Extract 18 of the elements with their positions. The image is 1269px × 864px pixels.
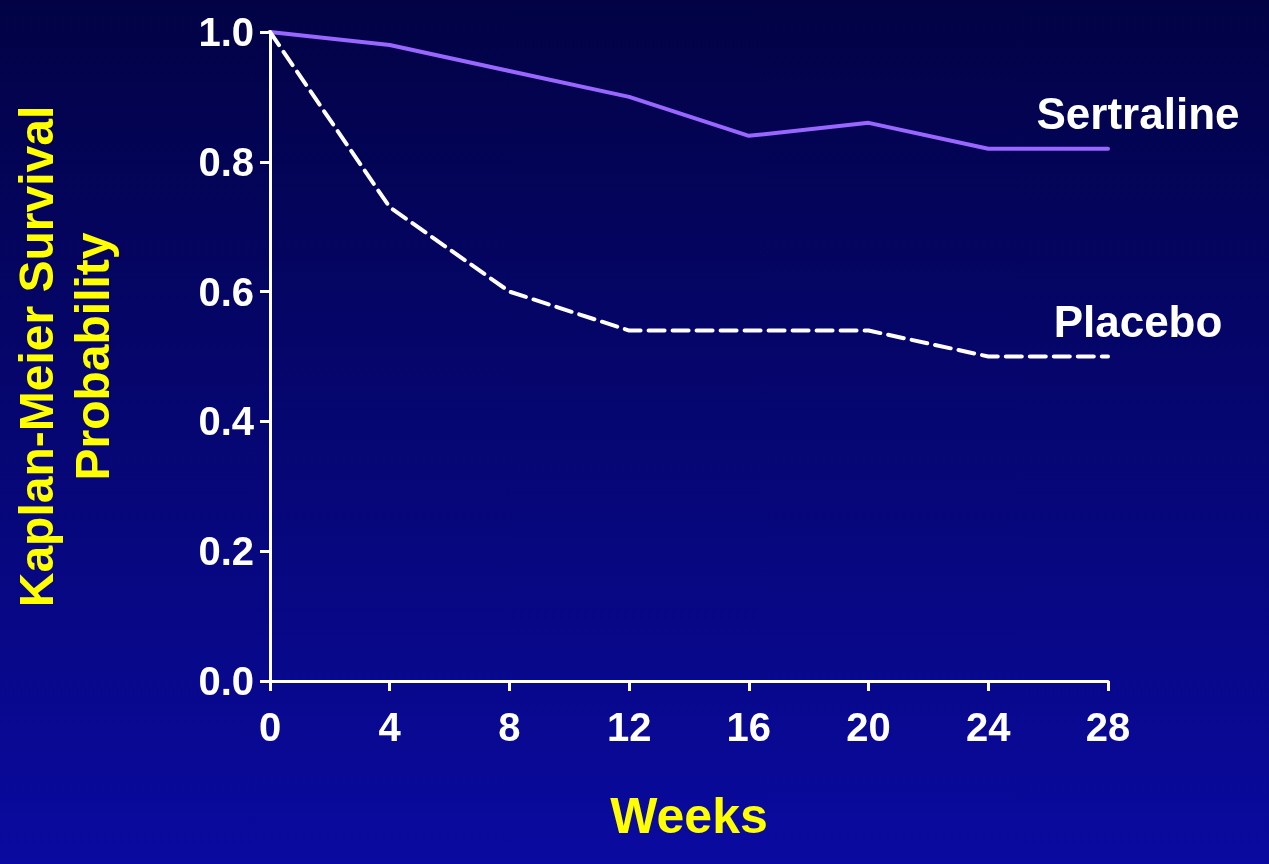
y-tick-label: 0.6 xyxy=(198,269,254,314)
y-tick-label: 0.2 xyxy=(198,529,254,574)
x-axis-title: Weeks xyxy=(610,788,768,844)
y-axis-title: Kaplan-Meier Survival Probability xyxy=(9,105,119,608)
x-tick-label: 24 xyxy=(966,705,1012,749)
x-tick-label: 20 xyxy=(846,705,891,749)
x-tick-label: 0 xyxy=(258,705,282,749)
x-tick-label: 16 xyxy=(726,705,772,749)
y-tick-label: 0.4 xyxy=(198,399,255,444)
series-label: Sertraline xyxy=(1036,89,1240,139)
y-tick-label: 0.0 xyxy=(198,659,254,703)
x-tick-label: 12 xyxy=(606,705,652,749)
x-tick-label: 4 xyxy=(378,705,402,749)
y-tick-label: 0.8 xyxy=(198,139,254,184)
y-tick-label: 1.0 xyxy=(198,10,254,54)
series-label: Placebo xyxy=(1053,297,1223,346)
x-tick-label: 8 xyxy=(498,705,521,749)
x-tick-label: 28 xyxy=(1085,705,1131,749)
